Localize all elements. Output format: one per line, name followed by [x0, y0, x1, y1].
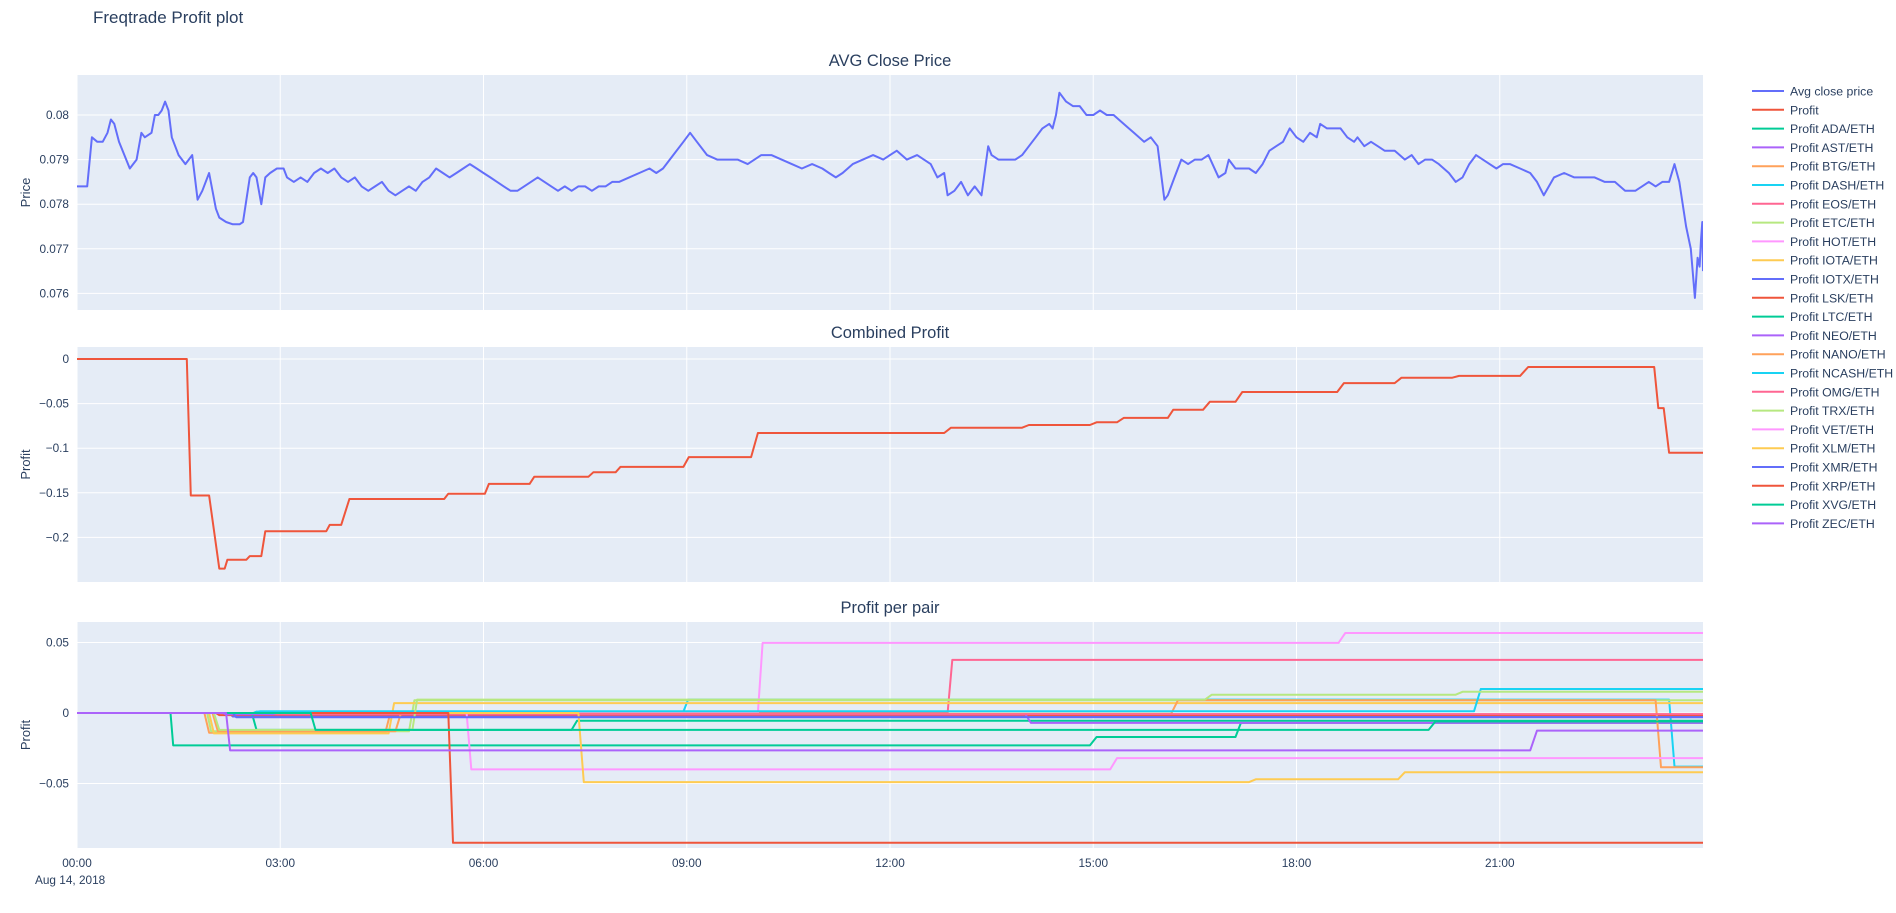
subplot-avg-close-price: 0.08 0.079 0.078 0.077 0.076 AVG Close Price P…	[18, 52, 1703, 310]
legend-item-profit[interactable]: Profit	[1752, 103, 1819, 117]
y-tick-label: 0	[62, 706, 69, 720]
legend-item-profit-ltc-eth[interactable]: Profit LTC/ETH	[1752, 310, 1872, 324]
legend-label: Profit ADA/ETH	[1790, 122, 1875, 136]
legend: Avg close price Profit Profit ADA/ETH Profi…	[1752, 85, 1893, 531]
x-tick-label: 09:00	[672, 856, 702, 870]
subplot-profit-per-pair: 0.05 0 −0.05 Profit per pair Profit	[18, 599, 1703, 848]
x-axis: 00:00 03:00 06:00 09:00 12:00 15:00 18:00 21:00…	[35, 856, 1515, 887]
legend-label: Profit LSK/ETH	[1790, 291, 1873, 305]
series-profit	[77, 358, 1703, 570]
legend-label: Profit XLM/ETH	[1790, 442, 1875, 456]
x-tick-label: 18:00	[1282, 856, 1312, 870]
page-title: Freqtrade Profit plot	[93, 8, 244, 27]
series-profit-trx-eth	[77, 690, 1703, 731]
y-axis-title-avg-close-price: Price	[18, 178, 33, 208]
series-profit-zec-eth	[77, 712, 1703, 752]
legend-item-profit-etc-eth[interactable]: Profit ETC/ETH	[1752, 216, 1875, 230]
y-tick-label: 0.077	[39, 242, 69, 256]
legend-label: Profit ETC/ETH	[1790, 216, 1875, 230]
y-tick-label: −0.2	[46, 530, 69, 544]
legend-item-profit-lsk-eth[interactable]: Profit LSK/ETH	[1752, 291, 1873, 305]
chart-title-profit-per-pair: Profit per pair	[840, 599, 940, 617]
legend-label: Profit NCASH/ETH	[1790, 367, 1893, 381]
legend-label: Profit BTG/ETH	[1790, 160, 1875, 174]
series-profit-xvg-eth	[77, 712, 1703, 731]
x-tick-label: 03:00	[265, 856, 295, 870]
legend-item-profit-xlm-eth[interactable]: Profit XLM/ETH	[1752, 442, 1875, 456]
legend-item-profit-ncash-eth[interactable]: Profit NCASH/ETH	[1752, 367, 1893, 381]
legend-label: Profit XMR/ETH	[1790, 461, 1877, 475]
legend-item-profit-ast-eth[interactable]: Profit AST/ETH	[1752, 141, 1873, 155]
legend-item-profit-nano-eth[interactable]: Profit NANO/ETH	[1752, 348, 1886, 362]
legend-item-profit-trx-eth[interactable]: Profit TRX/ETH	[1752, 404, 1875, 418]
legend-item-profit-iotx-eth[interactable]: Profit IOTX/ETH	[1752, 273, 1879, 287]
legend-label: Profit LTC/ETH	[1790, 310, 1872, 324]
x-tick-label: 12:00	[875, 856, 905, 870]
chart-title-combined-profit: Combined Profit	[831, 324, 950, 342]
legend-item-profit-hot-eth[interactable]: Profit HOT/ETH	[1752, 235, 1876, 249]
legend-label: Profit IOTA/ETH	[1790, 254, 1878, 268]
chart-title-avg-close-price: AVG Close Price	[829, 52, 952, 70]
legend-item-profit-xmr-eth[interactable]: Profit XMR/ETH	[1752, 461, 1877, 475]
legend-label: Profit ZEC/ETH	[1790, 517, 1875, 531]
x-tick-label: 06:00	[469, 856, 499, 870]
y-tick-label: −0.15	[39, 486, 69, 500]
x-tick-label: 00:00	[62, 856, 92, 870]
legend-label: Profit DASH/ETH	[1790, 179, 1884, 193]
legend-item-profit-btg-eth[interactable]: Profit BTG/ETH	[1752, 160, 1875, 174]
legend-label: Profit HOT/ETH	[1790, 235, 1876, 249]
legend-item-avg-close-price[interactable]: Avg close price	[1752, 85, 1873, 99]
legend-label: Profit NEO/ETH	[1790, 329, 1877, 343]
legend-item-profit-iota-eth[interactable]: Profit IOTA/ETH	[1752, 254, 1878, 268]
legend-label: Profit VET/ETH	[1790, 423, 1874, 437]
x-tick-label: 15:00	[1078, 856, 1108, 870]
legend-label: Profit IOTX/ETH	[1790, 273, 1879, 287]
y-tick-label: 0.078	[39, 197, 69, 211]
y-tick-label: 0.05	[46, 635, 69, 649]
y-tick-label: 0.08	[46, 108, 69, 122]
legend-item-profit-eos-eth[interactable]: Profit EOS/ETH	[1752, 197, 1876, 211]
y-tick-label: −0.05	[39, 777, 69, 791]
x-tick-label: 21:00	[1485, 856, 1515, 870]
legend-label: Profit NANO/ETH	[1790, 348, 1886, 362]
legend-item-profit-xrp-eth[interactable]: Profit XRP/ETH	[1752, 479, 1875, 493]
y-tick-label: 0	[62, 352, 69, 366]
legend-item-profit-omg-eth[interactable]: Profit OMG/ETH	[1752, 385, 1880, 399]
series-profit-xlm-eth	[77, 712, 1703, 784]
legend-item-profit-ada-eth[interactable]: Profit ADA/ETH	[1752, 122, 1875, 136]
legend-item-profit-xvg-eth[interactable]: Profit XVG/ETH	[1752, 498, 1876, 512]
subplot-combined-profit: 0 −0.05 −0.1 −0.15 −0.2 Combined Profit Profit	[18, 324, 1703, 582]
legend-item-profit-zec-eth[interactable]: Profit ZEC/ETH	[1752, 517, 1875, 531]
legend-label: Avg close price	[1790, 85, 1873, 99]
legend-item-profit-vet-eth[interactable]: Profit VET/ETH	[1752, 423, 1874, 437]
y-tick-label: 0.076	[39, 286, 69, 300]
y-tick-label: −0.05	[39, 397, 69, 411]
legend-label: Profit OMG/ETH	[1790, 385, 1880, 399]
x-axis-date-label: Aug 14, 2018	[35, 873, 106, 887]
y-axis-title-profit-per-pair: Profit	[18, 719, 33, 750]
series-profit-ada-eth	[77, 712, 1703, 747]
y-axis-title-combined-profit: Profit	[18, 449, 33, 480]
legend-item-profit-dash-eth[interactable]: Profit DASH/ETH	[1752, 179, 1884, 193]
y-tick-label: 0.079	[39, 153, 69, 167]
legend-label: Profit EOS/ETH	[1790, 197, 1876, 211]
legend-item-profit-neo-eth[interactable]: Profit NEO/ETH	[1752, 329, 1877, 343]
legend-label: Profit XVG/ETH	[1790, 498, 1876, 512]
legend-label: Profit	[1790, 103, 1819, 117]
legend-label: Profit AST/ETH	[1790, 141, 1873, 155]
y-tick-label: −0.1	[46, 441, 69, 455]
legend-label: Profit XRP/ETH	[1790, 479, 1875, 493]
series-avg-close-price	[77, 91, 1703, 299]
legend-label: Profit TRX/ETH	[1790, 404, 1875, 418]
